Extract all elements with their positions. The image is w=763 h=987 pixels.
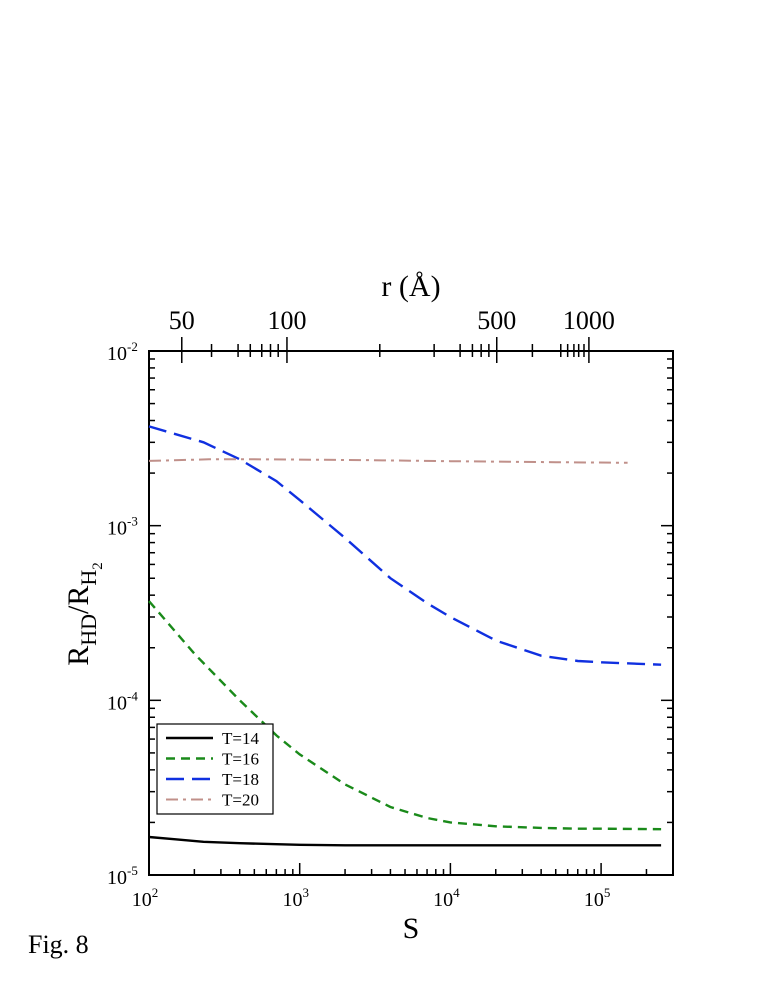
y-tick-label-exp: -2 [127, 339, 138, 354]
x-tick-label-exp: 5 [604, 885, 611, 900]
top-axis-label: r (Å) [381, 270, 440, 303]
y-tick-label-base: 10 [107, 692, 127, 714]
y-axis-label: RHD/RH2 [62, 562, 106, 666]
top-tick-label: 50 [169, 306, 195, 335]
y-axis-label-slash: /R [62, 586, 95, 614]
top-tick-label: 1000 [563, 306, 615, 335]
y-tick-label-base: 10 [107, 343, 127, 365]
x-tick-label-exp: 4 [453, 885, 460, 900]
y-axis-label-main: R [62, 646, 95, 666]
y-tick-label-exp: -5 [127, 863, 138, 878]
x-tick-label-base: 10 [433, 889, 453, 911]
figure-caption: Fig. 8 [28, 930, 89, 959]
series-line-T=16 [148, 600, 662, 831]
series-line-T=20 [148, 458, 628, 464]
x-tick-label: 105 [584, 885, 611, 911]
x-axis-label: S [403, 912, 420, 945]
y-tick-label: 10-3 [107, 514, 138, 540]
y-tick-label-exp: -4 [127, 688, 138, 703]
y-tick-label-base: 10 [107, 518, 127, 540]
legend-label: T=20 [222, 791, 259, 810]
series-line-T=14 [148, 835, 662, 847]
y-tick-label: 10-2 [107, 339, 138, 365]
x-tick-label: 102 [132, 885, 159, 911]
x-tick-label-base: 10 [132, 889, 152, 911]
x-tick-label-base: 10 [282, 889, 302, 911]
legend-label: T=18 [222, 770, 259, 789]
y-axis-label-sub2: H [76, 570, 101, 586]
y-tick-label-base: 10 [107, 867, 127, 889]
plot-frame [148, 350, 674, 876]
x-tick-label: 104 [433, 885, 460, 911]
top-tick-label: 500 [477, 306, 516, 335]
top-tick-label: 100 [267, 306, 306, 335]
x-tick-label-exp: 3 [302, 885, 309, 900]
legend: T=14 T=16T=18 T=20 [156, 723, 274, 815]
y-axis-label-subsub: 2 [90, 562, 106, 570]
y-tick-label: 10-4 [107, 688, 138, 714]
x-tick-label-exp: 2 [152, 885, 159, 900]
x-tick-label: 103 [282, 885, 309, 911]
y-tick-label-exp: -3 [127, 514, 138, 529]
x-tick-label-base: 10 [584, 889, 604, 911]
svg-text:RHD/RH2: RHD/RH2 [62, 562, 106, 666]
y-tick-label: 10-5 [107, 863, 138, 889]
y-axis-label-sub1: HD [76, 614, 101, 646]
legend-label: T=14 [222, 729, 259, 748]
legend-label: T=16 [222, 750, 259, 769]
